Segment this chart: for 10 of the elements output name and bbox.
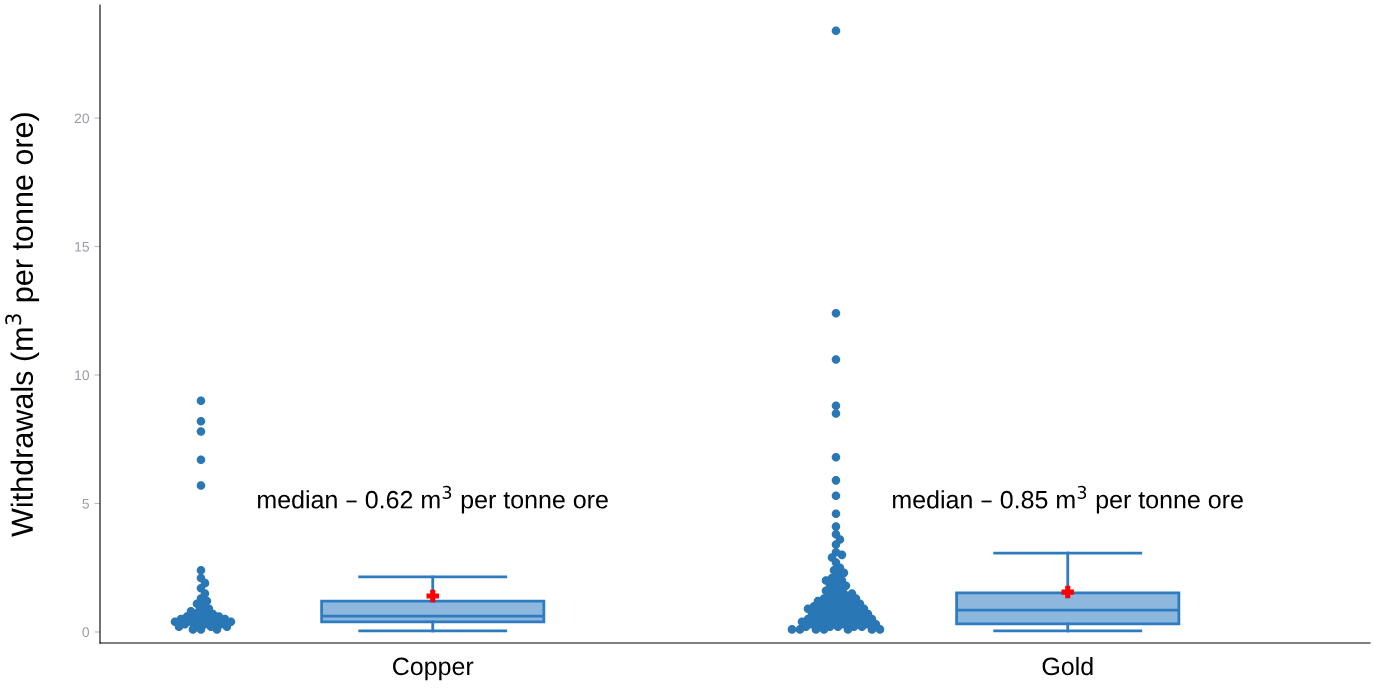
y-tick-label: 15: [75, 242, 89, 252]
y-tick-label: 20: [74, 113, 90, 124]
y-tick-label: 10: [75, 370, 90, 381]
x-tick-label: Gold: [1042, 656, 1093, 676]
y-tick-label: 5: [82, 498, 89, 509]
annotation: median – 0.85 m$^{3}$ per tonne ore: [893, 485, 1243, 514]
x-tick-label: Copper: [393, 657, 474, 681]
y-axis-title: Withdrawals (m$^{3}$ per tonne ore): [5, 113, 40, 537]
y-tick-label: 0: [82, 627, 90, 638]
annotation: median – 0.62 m$^{3}$ per tonne ore: [258, 485, 608, 514]
